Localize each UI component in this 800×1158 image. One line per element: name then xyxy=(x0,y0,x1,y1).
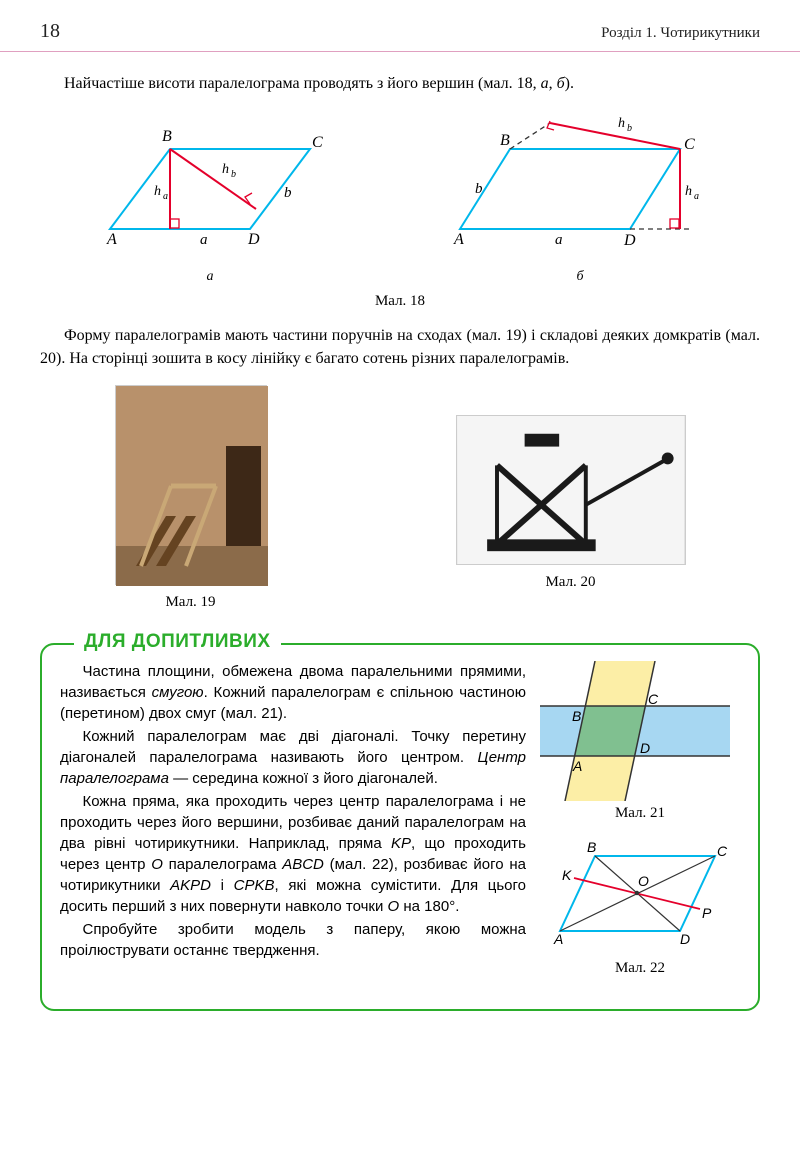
figure-22-svg: A B C D K O P xyxy=(540,836,730,956)
fig18-caption: Мал. 18 xyxy=(40,293,760,310)
svg-text:B: B xyxy=(500,132,510,149)
svg-text:P: P xyxy=(702,905,712,921)
stairs-photo xyxy=(115,385,267,585)
svg-text:b: b xyxy=(627,123,632,134)
callout-p3: Кожна пряма, яка проходить через центр п… xyxy=(60,791,526,917)
svg-text:a: a xyxy=(555,232,563,248)
svg-text:C: C xyxy=(648,691,659,707)
svg-text:A: A xyxy=(106,231,117,248)
svg-text:h: h xyxy=(154,184,161,199)
figure-18-row: A B C D ha hb a b а xyxy=(40,109,760,285)
svg-text:D: D xyxy=(623,232,636,249)
svg-text:C: C xyxy=(684,136,695,153)
svg-text:D: D xyxy=(640,740,650,756)
svg-text:A: A xyxy=(553,931,563,947)
svg-text:A: A xyxy=(572,758,582,774)
svg-text:a: a xyxy=(200,232,208,248)
callout-text: Частина площини, обмежена двома паралель… xyxy=(60,661,526,991)
svg-text:B: B xyxy=(587,839,596,855)
svg-text:a: a xyxy=(163,191,168,202)
parallelogram-18b-svg: A B C D hb ha b a xyxy=(430,109,730,269)
fig19-caption: Мал. 19 xyxy=(115,594,267,611)
fig21-caption: Мал. 21 xyxy=(540,805,740,822)
callout-title: ДЛЯ ДОПИТЛИВИХ xyxy=(74,631,281,653)
svg-text:C: C xyxy=(312,134,323,151)
svg-text:h: h xyxy=(222,162,229,177)
fig22-caption: Мал. 22 xyxy=(540,960,740,977)
callout-p1: Частина площини, обмежена двома паралель… xyxy=(60,661,526,724)
photo-19: Мал. 19 xyxy=(115,385,267,625)
chapter-title: Розділ 1. Чотирикутники xyxy=(601,25,760,42)
svg-text:h: h xyxy=(618,116,625,131)
svg-text:K: K xyxy=(562,867,572,883)
svg-text:C: C xyxy=(717,843,728,859)
figure-18a: A B C D ha hb a b а xyxy=(70,109,350,285)
callout-figures: B C A D Мал. 21 A B xyxy=(540,661,740,991)
photos-row: Мал. 19 Мал. 20 xyxy=(40,385,760,625)
fig20-caption: Мал. 20 xyxy=(456,574,686,591)
svg-text:D: D xyxy=(247,231,260,248)
figure-21-svg: B C A D xyxy=(540,661,730,801)
fig18a-sublabel: а xyxy=(70,269,350,285)
curious-callout: ДЛЯ ДОПИТЛИВИХ Частина площини, обмежена… xyxy=(40,643,760,1011)
svg-text:b: b xyxy=(284,185,292,201)
svg-text:B: B xyxy=(162,128,172,145)
figure-18b: A B C D hb ha b a б xyxy=(430,109,730,285)
svg-text:D: D xyxy=(680,931,690,947)
svg-text:h: h xyxy=(685,184,692,199)
photo-20: Мал. 20 xyxy=(456,385,686,625)
page-header: 18 Розділ 1. Чотирикутники xyxy=(0,0,800,52)
page-number: 18 xyxy=(40,20,60,43)
callout-p4: Спробуйте зробити модель з паперу, якою … xyxy=(60,919,526,961)
callout-p2: Кожний паралелограм має дві діагоналі. Т… xyxy=(60,726,526,789)
parallelogram-18a-svg: A B C D ha hb a b xyxy=(70,109,350,269)
page-content: Найчастіше висоти паралелограма проводят… xyxy=(0,52,800,1031)
fig18b-sublabel: б xyxy=(430,269,730,285)
svg-text:b: b xyxy=(475,181,483,197)
svg-text:A: A xyxy=(453,231,464,248)
svg-text:a: a xyxy=(694,191,699,202)
paragraph-2: Форму паралелограмів мають частини поруч… xyxy=(40,324,760,370)
jack-photo xyxy=(456,415,686,565)
svg-text:B: B xyxy=(572,708,581,724)
svg-text:b: b xyxy=(231,169,236,180)
svg-text:O: O xyxy=(638,873,649,889)
paragraph-1: Найчастіше висоти паралелограма проводят… xyxy=(40,72,760,95)
